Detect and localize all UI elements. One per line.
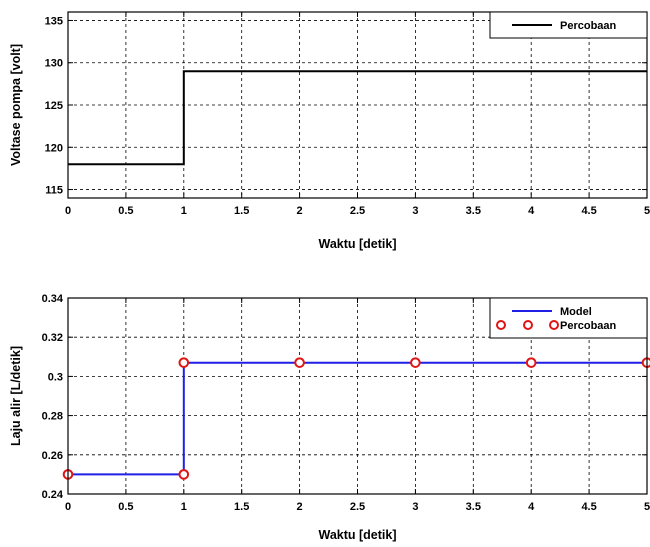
voltage-plot: 0 0.5 1 1.5 2 2.5 3 3.5 4 4.5 5 115 120 125 130 135 Wakt… bbox=[9, 11, 650, 251]
x-tick-label: 0 bbox=[65, 205, 71, 217]
x-axis-label: Waktu [detik] bbox=[318, 237, 396, 251]
y-tick-label: 0.26 bbox=[42, 450, 63, 462]
y-tick-label: 130 bbox=[45, 58, 63, 70]
flow-rate-plot: 0 0.5 1 1.5 2 2.5 3 3.5 4 4.5 5 0.24 0.26 0.28 0.3 0.32… bbox=[9, 293, 650, 542]
y-tick-label: 0.34 bbox=[42, 293, 64, 305]
x-tick-label: 4 bbox=[528, 205, 535, 217]
y-tick-label: 0.3 bbox=[48, 371, 63, 383]
x-tick-label: 4.5 bbox=[581, 205, 596, 217]
legend-label-percobaan: Percobaan bbox=[560, 20, 617, 32]
x-tick-label: 1.5 bbox=[234, 501, 249, 513]
y-axis-label: Voltase pompa [volt] bbox=[9, 44, 23, 166]
x-tick-label: 3 bbox=[412, 501, 418, 513]
x-tick-label: 5 bbox=[644, 205, 650, 217]
x-axis-label: Waktu [detik] bbox=[318, 528, 396, 542]
x-tick-label: 2 bbox=[297, 205, 303, 217]
legend-label-model: Model bbox=[560, 306, 592, 318]
axes-frame bbox=[67, 11, 648, 199]
x-tick-label: 2.5 bbox=[350, 501, 365, 513]
y-tick-label: 125 bbox=[45, 100, 63, 112]
x-tick-label: 1 bbox=[181, 501, 187, 513]
x-tick-label: 2 bbox=[297, 501, 303, 513]
data-point-percobaan bbox=[410, 357, 421, 368]
data-point-percobaan bbox=[178, 469, 190, 480]
y-tick-label: 0.32 bbox=[42, 332, 63, 344]
legend-label-percobaan: Percobaan bbox=[560, 320, 617, 332]
y-axis-label: Laju alir [L/detik] bbox=[9, 346, 23, 446]
legend-marker-percobaan bbox=[496, 320, 506, 330]
x-tick-label: 5 bbox=[644, 501, 650, 513]
data-point-percobaan bbox=[178, 357, 190, 368]
data-point-percobaan bbox=[525, 357, 537, 368]
x-tick-label: 3.5 bbox=[466, 501, 481, 513]
x-tick-label: 4.5 bbox=[581, 501, 596, 513]
y-tick-label: 115 bbox=[45, 185, 63, 197]
legend: Model Percobaan bbox=[489, 297, 648, 339]
x-tick-label: 1 bbox=[181, 205, 187, 217]
y-tick-label: 135 bbox=[45, 15, 63, 27]
x-tick-label: 0.5 bbox=[118, 205, 133, 217]
x-tick-label: 0.5 bbox=[118, 501, 133, 513]
data-point-percobaan bbox=[294, 357, 305, 368]
legend-marker-percobaan bbox=[549, 320, 559, 330]
legend: Percobaan bbox=[489, 11, 648, 39]
data-point-percobaan bbox=[641, 357, 650, 368]
x-tick-label: 2.5 bbox=[350, 205, 365, 217]
legend-box bbox=[489, 297, 648, 339]
y-tick-label: 120 bbox=[45, 142, 63, 154]
y-tick-label: 0.28 bbox=[42, 411, 63, 423]
y-tick-label: 0.24 bbox=[42, 489, 64, 501]
x-tick-label: 3 bbox=[412, 205, 418, 217]
axes-frame bbox=[67, 297, 648, 495]
x-tick-label: 1.5 bbox=[234, 205, 249, 217]
x-tick-label: 3.5 bbox=[466, 205, 481, 217]
x-tick-label: 4 bbox=[528, 501, 535, 513]
x-tick-label: 0 bbox=[65, 501, 71, 513]
legend-marker-percobaan bbox=[523, 320, 533, 330]
series-line-percobaan bbox=[68, 70, 647, 166]
